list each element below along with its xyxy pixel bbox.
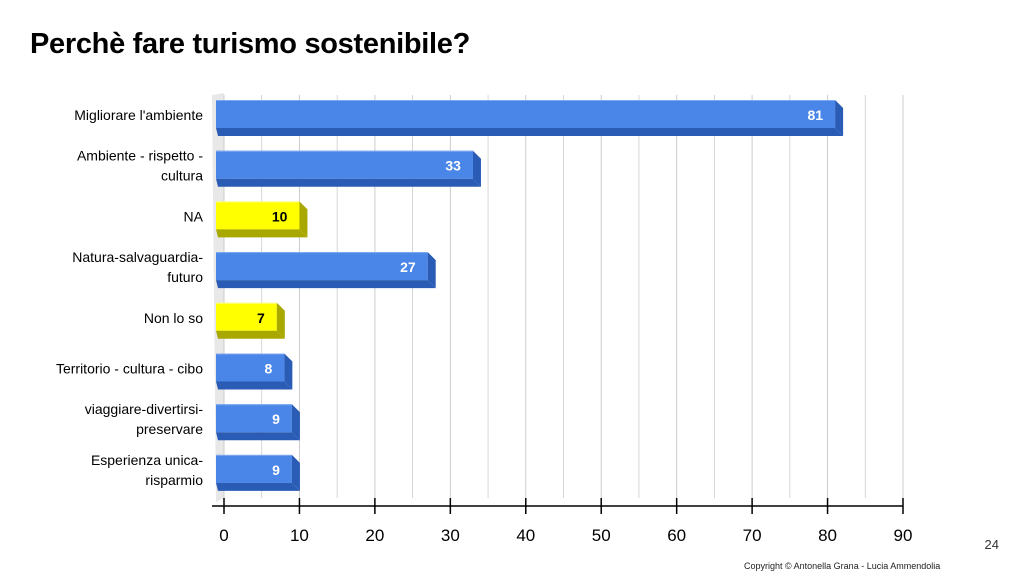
x-tick-label: 90 (894, 526, 913, 545)
x-tick-label: 10 (290, 526, 309, 545)
bar: 9 (216, 404, 300, 441)
x-tick-label: 80 (818, 526, 837, 545)
bar-face (216, 454, 292, 483)
bar-bottom-bevel (216, 280, 436, 289)
x-tick-label: 0 (219, 526, 228, 545)
x-tick-label: 70 (743, 526, 762, 545)
bar-bottom-bevel (216, 128, 844, 136)
bar-bottom-bevel (216, 330, 285, 339)
chart-floor-panel (212, 93, 224, 502)
bar-end-cap (427, 252, 436, 289)
bar-bottom-bevel (216, 229, 308, 238)
bar-bottom-bevel (216, 178, 481, 187)
bar-face (216, 100, 836, 128)
chart-3d-floor (212, 93, 224, 502)
bar-end-cap (291, 404, 300, 441)
bar-data-label: 27 (400, 259, 416, 275)
bar-data-label: 9 (272, 462, 280, 478)
bar: 27 (216, 252, 436, 289)
bar-data-label: 33 (445, 158, 461, 174)
bar-bottom-bevel (216, 381, 293, 390)
category-label: Ambiente - rispetto -cultura (77, 148, 203, 184)
bar-end-cap (291, 454, 300, 491)
bar-data-label: 7 (257, 310, 265, 326)
bar-face (216, 302, 277, 331)
bar-face (216, 201, 300, 230)
bar-data-label: 81 (808, 107, 824, 123)
x-tick-label: 50 (592, 526, 611, 545)
bar-face (216, 404, 292, 433)
category-label: NA (184, 208, 204, 224)
chart-x-axis: 0 10 20 30 40 50 60 70 80 90 (212, 498, 912, 545)
chart-bars: 81 33 10 27 7 8 9 9 (216, 100, 844, 491)
category-label: viaggiare-divertirsi-preservare (85, 401, 204, 437)
category-label: Territorio - cultura - cibo (56, 361, 203, 377)
category-label: Esperienza unica-risparmio (91, 452, 203, 488)
bar-end-cap (284, 353, 293, 390)
bar-data-label: 9 (272, 411, 280, 427)
copyright-notice: Copyright © Antonella Grana - Lucia Amme… (744, 561, 941, 571)
bar: 9 (216, 454, 300, 491)
bar-end-cap (472, 150, 481, 187)
slide-title: Perchè fare turismo sostenibile? (30, 28, 471, 60)
chart-gridlines (223, 95, 904, 498)
bar: 10 (216, 201, 308, 238)
page-number: 24 (984, 537, 999, 552)
bar-data-label: 10 (272, 208, 288, 224)
x-tick-label: 60 (667, 526, 686, 545)
category-label: Non lo so (144, 310, 203, 326)
bar-bottom-bevel (216, 432, 300, 441)
bar: 8 (216, 353, 293, 390)
bar: 33 (216, 150, 481, 187)
bar-end-cap (276, 302, 285, 339)
x-tick-label: 30 (441, 526, 460, 545)
bar-face (216, 353, 285, 382)
x-tick-label: 20 (365, 526, 384, 545)
bar: 81 (216, 100, 844, 136)
bar-end-cap (299, 201, 308, 238)
bar-face (216, 252, 428, 281)
x-tick-label: 40 (516, 526, 535, 545)
bar-end-cap (835, 100, 844, 136)
bar-face (216, 150, 473, 179)
bar-bottom-bevel (216, 482, 300, 491)
category-label: Migliorare l'ambiente (74, 107, 203, 123)
category-label: Natura-salvaguardia-futuro (72, 249, 203, 285)
chart-category-labels: Migliorare l'ambiente Ambiente - rispetto… (56, 107, 204, 488)
bar-data-label: 8 (265, 361, 273, 377)
bar: 7 (216, 302, 285, 339)
